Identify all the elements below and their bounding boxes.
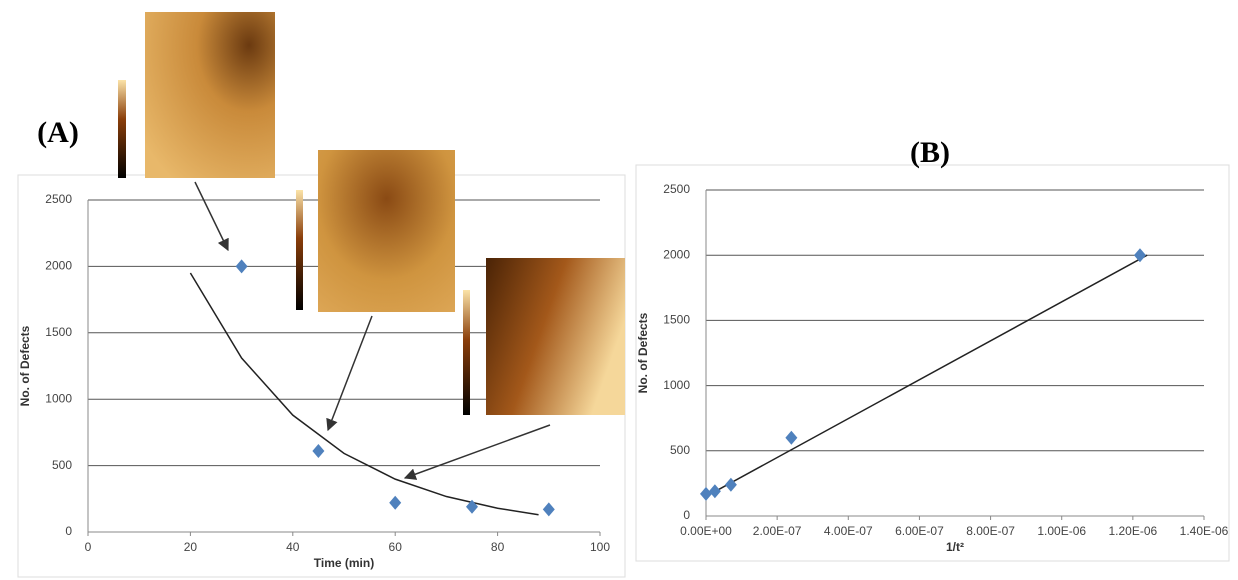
- afm-image: [318, 150, 455, 312]
- afm-insets: [118, 12, 625, 480]
- y-tick-label: 2000: [663, 247, 690, 261]
- panel-label: (A): [37, 116, 79, 149]
- x-tick-label: 4.00E-07: [824, 524, 873, 538]
- y-axis-label: No. of Defects: [18, 325, 32, 406]
- x-tick-label: 1.00E-06: [1037, 524, 1086, 538]
- y-tick-label: 0: [65, 524, 72, 538]
- x-axis-label: Time (min): [314, 556, 374, 570]
- color-bar: [296, 190, 303, 310]
- data-point: [542, 502, 555, 517]
- data-point: [235, 259, 248, 274]
- data-point: [389, 495, 402, 510]
- x-tick-label: 2.00E-07: [753, 524, 802, 538]
- y-tick-label: 2000: [45, 259, 72, 273]
- data-point: [466, 499, 478, 514]
- y-tick-label: 0: [683, 508, 690, 522]
- y-tick-label: 1000: [663, 378, 690, 392]
- x-tick-label: 1.20E-06: [1109, 524, 1158, 538]
- x-tick-label: 60: [389, 540, 403, 554]
- trendline: [189, 272, 539, 516]
- data-point: [785, 430, 798, 445]
- y-tick-label: 1500: [45, 325, 72, 339]
- data-point: [1133, 248, 1146, 263]
- trendline: [705, 254, 1148, 498]
- x-tick-label: 0: [85, 540, 92, 554]
- y-tick-label: 1000: [45, 391, 72, 405]
- data-point: [700, 486, 712, 501]
- color-bar: [463, 290, 470, 415]
- data-point: [708, 484, 721, 499]
- y-axis-label: No. of Defects: [636, 312, 650, 393]
- arrow: [194, 181, 229, 252]
- color-bar: [118, 80, 126, 178]
- x-tick-label: 6.00E-07: [895, 524, 944, 538]
- panel-label: (B): [910, 136, 950, 169]
- x-tick-label: 40: [286, 540, 300, 554]
- x-tick-label: 20: [184, 540, 198, 554]
- arrow: [403, 424, 551, 480]
- y-tick-label: 2500: [45, 192, 72, 206]
- plot-area: [635, 164, 1230, 562]
- y-tick-label: 1500: [663, 313, 690, 327]
- y-tick-label: 2500: [663, 182, 690, 196]
- x-tick-label: 8.00E-07: [966, 524, 1015, 538]
- arrow: [326, 315, 373, 432]
- x-axis-label: 1/t²: [946, 540, 964, 554]
- afm-image: [486, 258, 625, 415]
- x-tick-label: 1.40E-06: [1180, 524, 1229, 538]
- y-tick-label: 500: [670, 443, 690, 457]
- x-tick-label: 80: [491, 540, 505, 554]
- data-point: [724, 477, 737, 492]
- afm-image: [145, 12, 275, 178]
- x-tick-label: 0.00E+00: [680, 524, 732, 538]
- data-point: [312, 443, 325, 458]
- y-tick-label: 500: [52, 458, 72, 472]
- x-tick-label: 100: [590, 540, 610, 554]
